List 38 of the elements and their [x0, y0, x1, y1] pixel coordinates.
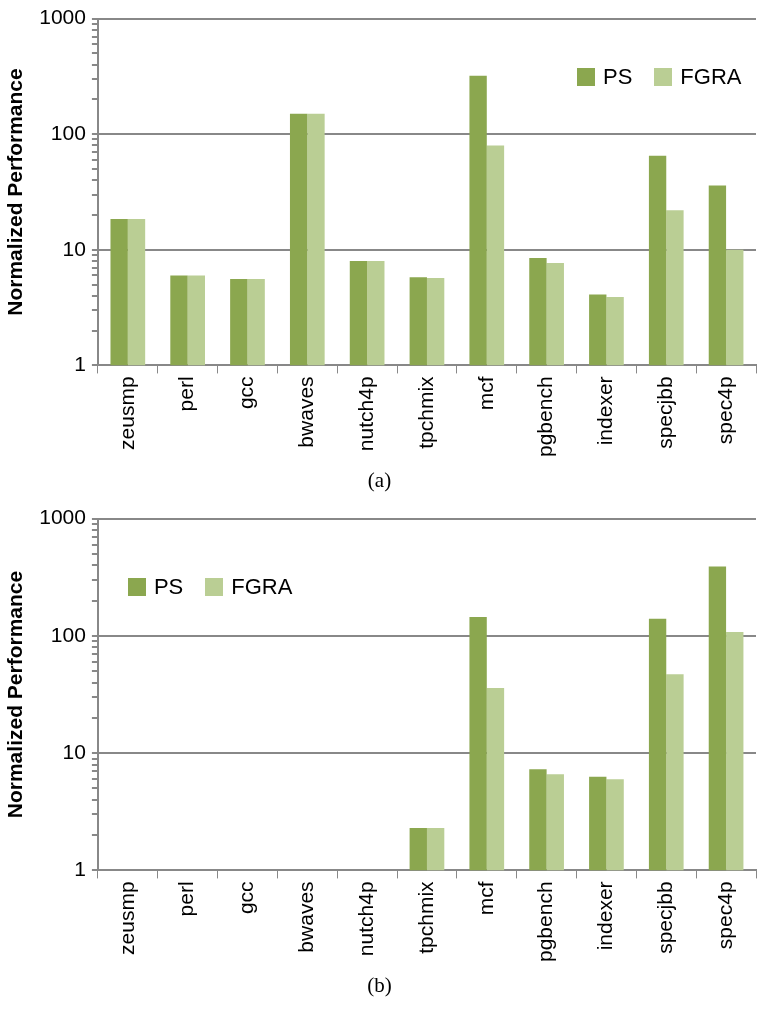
- y-axis-title: Normalized Performance: [3, 570, 27, 819]
- y-tick-label: 1000: [39, 5, 86, 29]
- x-tick-label: indexer: [593, 376, 617, 446]
- text: (b): [366, 972, 393, 999]
- legend-label: PS: [603, 63, 633, 90]
- y-tick-label: 1: [74, 352, 86, 376]
- y-tick-label: 1000: [39, 505, 86, 529]
- x-tick-label: indexer: [593, 881, 617, 951]
- y-tick-label: 1: [74, 857, 86, 881]
- x-tick-label: bwaves: [294, 376, 318, 448]
- x-tick-label: bwaves: [294, 881, 318, 953]
- y-tick-label: 100: [50, 121, 86, 145]
- x-tick-label: zeusmp: [114, 376, 138, 450]
- y-tick-label: 100: [50, 622, 86, 646]
- x-tick-label: nutch4p: [353, 376, 377, 452]
- legend-label: FGRA: [680, 63, 742, 90]
- x-tick-label: specjbb: [653, 881, 677, 954]
- y-tick-label: 10: [62, 236, 86, 260]
- legend-label: FGRA: [231, 573, 293, 600]
- x-tick-label: tpchmix: [413, 880, 437, 954]
- x-tick-label: gcc: [234, 881, 258, 915]
- x-tick-label: tpchmix: [413, 375, 437, 449]
- x-tick-label: pgbench: [533, 376, 557, 457]
- x-tick-label: specjbb: [653, 376, 677, 449]
- x-tick-label: perl: [174, 376, 198, 412]
- y-tick-label: 10: [62, 739, 86, 763]
- x-tick-label: nutch4p: [353, 881, 377, 957]
- x-tick-label: spec4p: [712, 376, 736, 445]
- legend-label: PS: [153, 573, 184, 600]
- x-tick-label: zeusmp: [114, 881, 138, 955]
- x-tick-label: pgbench: [533, 881, 557, 962]
- text: (a): [366, 467, 393, 494]
- x-tick-label: gcc: [234, 376, 258, 410]
- x-tick-label: mcf: [473, 376, 497, 411]
- x-tick-label: spec4p: [712, 881, 736, 950]
- x-tick-label: perl: [174, 881, 198, 917]
- y-axis-title: Normalized Performance: [3, 68, 27, 316]
- x-tick-label: mcf: [473, 881, 497, 916]
